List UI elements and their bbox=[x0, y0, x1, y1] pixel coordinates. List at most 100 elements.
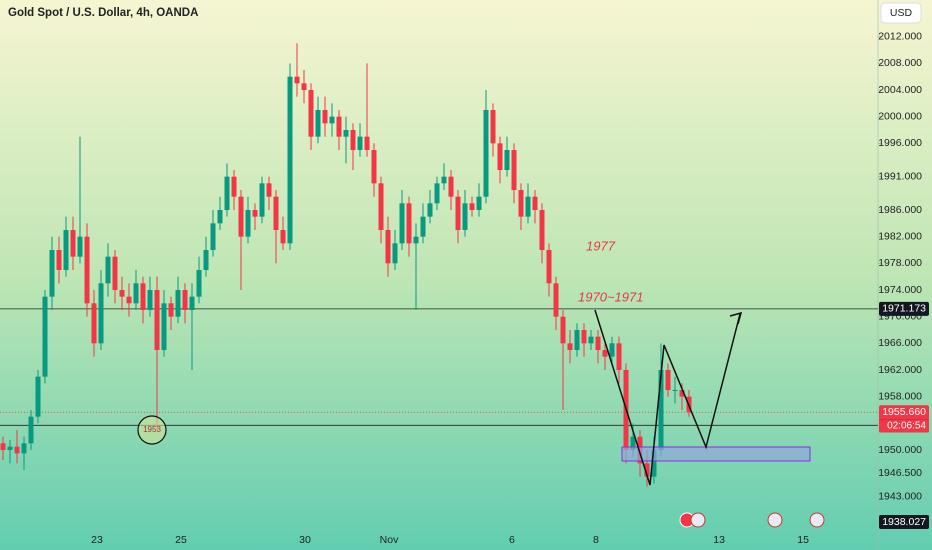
candle-body bbox=[567, 343, 573, 350]
candle-body bbox=[518, 190, 524, 217]
candle-body bbox=[630, 436, 636, 450]
candle-body bbox=[315, 110, 321, 137]
candle-body bbox=[427, 203, 433, 217]
candle-body bbox=[28, 416, 34, 444]
candle-body bbox=[168, 303, 174, 317]
candle-body bbox=[539, 210, 545, 250]
candle-body bbox=[553, 283, 559, 317]
candle-body bbox=[595, 336, 601, 350]
level-tag-bg bbox=[879, 301, 929, 316]
candle-body bbox=[588, 336, 594, 344]
event-icons bbox=[679, 512, 825, 528]
candle-body bbox=[392, 243, 398, 264]
candle-body bbox=[511, 150, 517, 190]
candle-body bbox=[448, 176, 454, 197]
candle-body bbox=[343, 130, 349, 137]
candle-body bbox=[203, 250, 209, 270]
y-tick-label: 1996.000 bbox=[878, 137, 922, 149]
candle-body bbox=[231, 176, 237, 197]
y-tick-label: 1966.000 bbox=[878, 337, 922, 349]
candle-body bbox=[14, 446, 20, 454]
y-tick-label: 2012.000 bbox=[878, 30, 922, 42]
y-tick-label: 1962.000 bbox=[878, 364, 922, 376]
candle-body bbox=[294, 76, 300, 84]
candle-body bbox=[525, 196, 531, 217]
candle-body bbox=[679, 390, 685, 397]
candle-body bbox=[329, 116, 335, 124]
candle-body bbox=[357, 136, 363, 150]
candle-body bbox=[287, 76, 293, 244]
candle-body bbox=[266, 183, 272, 197]
last-price-tag-bg bbox=[879, 405, 929, 420]
candle-body bbox=[105, 256, 111, 284]
candle-body bbox=[455, 196, 461, 230]
y-tick-label: 1946.500 bbox=[878, 467, 922, 479]
candle-body bbox=[483, 110, 489, 197]
candle-body bbox=[301, 83, 307, 90]
candle-body bbox=[504, 150, 510, 170]
y-tick-label: 1958.000 bbox=[878, 390, 922, 402]
bottom-price-tag: 1938.027 bbox=[882, 516, 926, 528]
candle-body bbox=[161, 303, 167, 350]
candle-body bbox=[133, 283, 139, 304]
y-tick-label: 1943.000 bbox=[878, 490, 922, 502]
candle-body bbox=[112, 256, 118, 290]
candle-body bbox=[490, 110, 496, 144]
y-tick-label: 1991.000 bbox=[878, 170, 922, 182]
drawings bbox=[594, 309, 825, 528]
candle-body bbox=[70, 230, 76, 257]
candle-body bbox=[42, 296, 48, 377]
candle-body bbox=[35, 376, 41, 417]
path-projection bbox=[594, 309, 741, 486]
countdown-bg bbox=[879, 419, 929, 433]
candle-body bbox=[98, 283, 104, 344]
y-tick-label: 2004.000 bbox=[878, 84, 922, 96]
candle-body bbox=[119, 290, 125, 297]
candle-body bbox=[413, 236, 419, 244]
candle-body bbox=[175, 290, 181, 317]
candle-body bbox=[364, 136, 370, 150]
candle-body bbox=[658, 370, 664, 450]
candle-body bbox=[224, 176, 230, 210]
candle-body bbox=[378, 183, 384, 230]
candle-body bbox=[609, 343, 615, 357]
annotation-circle bbox=[137, 415, 167, 445]
zone-box bbox=[621, 446, 811, 462]
candle-body bbox=[259, 183, 265, 217]
candle-body bbox=[147, 290, 153, 310]
bottom-price-tag-bg bbox=[879, 515, 929, 529]
candle-body bbox=[574, 330, 580, 350]
last-price-tag: 1955.660 bbox=[882, 406, 926, 418]
candle-body bbox=[336, 116, 342, 137]
candle-body bbox=[497, 143, 503, 170]
x-tick-label: 23 bbox=[91, 534, 103, 546]
candle-body bbox=[581, 330, 587, 344]
candle-body bbox=[63, 230, 69, 270]
x-tick-label: 6 bbox=[509, 534, 515, 546]
candle-body bbox=[469, 203, 475, 210]
candle-body bbox=[154, 290, 160, 350]
candle-body bbox=[644, 463, 650, 477]
candle-body bbox=[651, 450, 657, 477]
currency-button[interactable] bbox=[880, 2, 922, 24]
candle-body bbox=[602, 350, 608, 357]
candle-body bbox=[84, 236, 90, 304]
arrow-head bbox=[729, 311, 743, 325]
countdown: 02:06:54 bbox=[887, 420, 926, 431]
candle-body bbox=[196, 270, 202, 297]
currency-label[interactable]: USD bbox=[890, 7, 913, 19]
x-tick-label: Nov bbox=[380, 534, 399, 546]
candle-body bbox=[91, 303, 97, 344]
candle-body bbox=[273, 196, 279, 230]
candle-body bbox=[49, 250, 55, 297]
candle-body bbox=[616, 343, 622, 370]
candle-body bbox=[322, 110, 328, 124]
x-tick-label: 8 bbox=[593, 534, 599, 546]
candle-body bbox=[77, 236, 83, 257]
candle-body bbox=[560, 316, 566, 344]
candle-body bbox=[672, 390, 678, 391]
annotation: 1977 bbox=[586, 238, 616, 253]
y-tick-label: 1986.000 bbox=[878, 204, 922, 216]
candle-body bbox=[462, 203, 468, 230]
